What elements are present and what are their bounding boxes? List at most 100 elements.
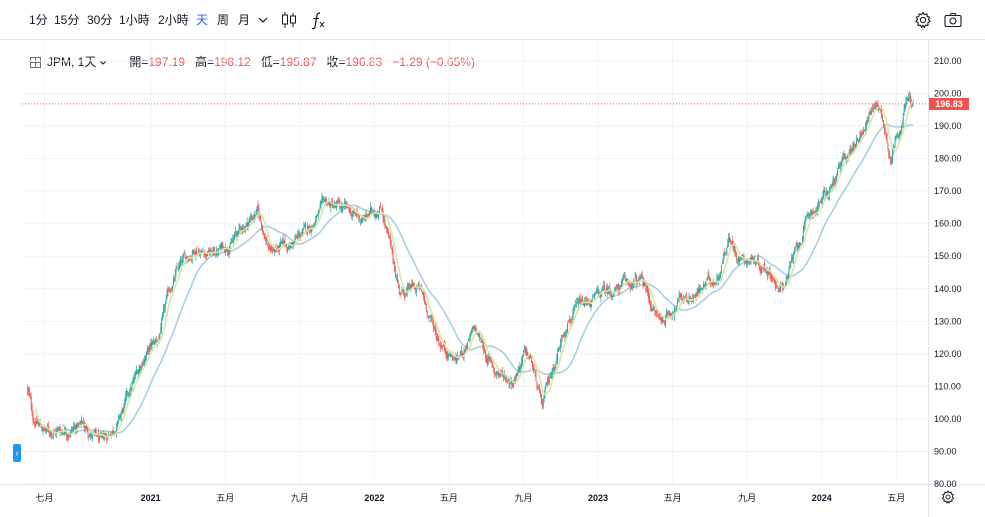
candle — [304, 223, 306, 228]
candle — [91, 432, 92, 440]
candle — [266, 235, 268, 245]
candle — [563, 331, 565, 338]
function-icon[interactable] — [308, 10, 328, 30]
interval-1h[interactable]: 1小時 — [119, 13, 150, 27]
symbol-chevron-icon[interactable] — [99, 60, 107, 66]
candle — [585, 296, 586, 306]
candle — [844, 153, 846, 160]
symbol-interval[interactable]: JPM, 1天 — [47, 55, 97, 69]
candle-body — [711, 281, 713, 286]
candle — [558, 346, 560, 351]
candle — [380, 208, 382, 211]
axis-settings-icon[interactable] — [940, 489, 956, 505]
candle — [552, 364, 554, 376]
candle-body — [109, 434, 110, 436]
interval-1d[interactable]: 天 — [196, 13, 209, 27]
candle-body — [877, 103, 879, 109]
candle — [891, 156, 892, 165]
candle-body — [123, 405, 125, 411]
candle-body — [470, 332, 472, 334]
candle-body — [407, 284, 409, 290]
candle-body — [265, 239, 267, 241]
interval-1m[interactable]: 1分 — [29, 13, 48, 27]
candle-body — [714, 282, 716, 285]
candle-body — [623, 277, 625, 278]
candle-body — [152, 340, 154, 345]
collapse-handle[interactable]: › — [13, 444, 21, 462]
candle-body — [866, 120, 868, 122]
candle-body — [313, 224, 315, 227]
candle — [325, 196, 327, 207]
candle-body — [73, 427, 74, 430]
candle — [414, 287, 416, 295]
candle-body — [911, 105, 913, 106]
candle-body — [145, 356, 146, 361]
chevron-down-icon[interactable] — [256, 12, 270, 28]
candle — [597, 285, 599, 295]
candle-body — [271, 248, 273, 251]
price-chart[interactable]: 210.00200.00190.00180.00170.00160.00150.… — [0, 40, 985, 517]
candle — [495, 372, 496, 377]
candle-body — [495, 371, 497, 374]
candle-body — [448, 353, 450, 356]
candle-body — [836, 175, 838, 180]
candle — [384, 214, 386, 230]
candle — [760, 263, 762, 276]
candle — [578, 295, 580, 304]
candle-body — [870, 112, 872, 114]
candle-body — [94, 430, 96, 433]
interval-1mo[interactable]: 月 — [238, 13, 251, 27]
y-axis-ticks[interactable]: 210.00200.00190.00180.00170.00160.00150.… — [934, 56, 962, 489]
interval-1w[interactable]: 周 — [217, 13, 230, 27]
candle-body — [298, 233, 299, 235]
candle-body — [656, 311, 658, 313]
candle — [696, 287, 698, 298]
candle-body — [584, 301, 586, 307]
candle — [841, 156, 843, 167]
candle-body — [305, 222, 307, 229]
candle-body — [711, 281, 712, 283]
camera-icon[interactable] — [943, 10, 963, 30]
candle-body — [171, 291, 173, 292]
candle — [381, 203, 383, 213]
candle-body — [386, 226, 388, 228]
candle-body — [466, 346, 468, 348]
candle-body — [480, 338, 482, 343]
candle-body — [80, 420, 82, 423]
candle-body — [654, 310, 656, 312]
candlestick-icon[interactable] — [279, 10, 299, 30]
interval-15m[interactable]: 15分 — [54, 13, 80, 27]
candle — [911, 103, 913, 107]
candle-body — [360, 220, 362, 221]
candle-body — [493, 366, 495, 371]
candle-body — [463, 348, 465, 357]
candle — [213, 246, 215, 256]
candle — [687, 299, 689, 304]
interval-2h[interactable]: 2小時 — [158, 13, 189, 27]
candle-body — [139, 366, 141, 372]
candle-body — [303, 225, 305, 228]
interval-30m[interactable]: 30分 — [87, 13, 113, 27]
candle-body — [432, 322, 434, 328]
candle-body — [310, 230, 312, 232]
candle — [251, 213, 253, 221]
candle — [401, 286, 403, 292]
candle — [747, 260, 749, 265]
candle-body — [878, 109, 880, 110]
candle — [550, 371, 552, 379]
gear-icon[interactable] — [913, 10, 933, 30]
x-axis-ticks[interactable]: 七月 2021 五月 九月 2022 五月 九月 2023 五月 九月 2024 五月 — [35, 493, 905, 503]
candle — [559, 339, 561, 353]
candle-body — [824, 190, 826, 193]
layout-grid-icon[interactable] — [30, 57, 41, 68]
candle-body — [294, 238, 296, 243]
candle-body — [756, 263, 757, 265]
candle — [33, 417, 35, 424]
candle-body — [533, 368, 535, 372]
candle-body — [520, 364, 522, 369]
candle-body — [592, 297, 594, 299]
x-tick-label: 五月 — [216, 493, 234, 503]
candle-body — [541, 403, 543, 406]
candle-body — [552, 369, 554, 370]
candle-body — [221, 242, 223, 248]
